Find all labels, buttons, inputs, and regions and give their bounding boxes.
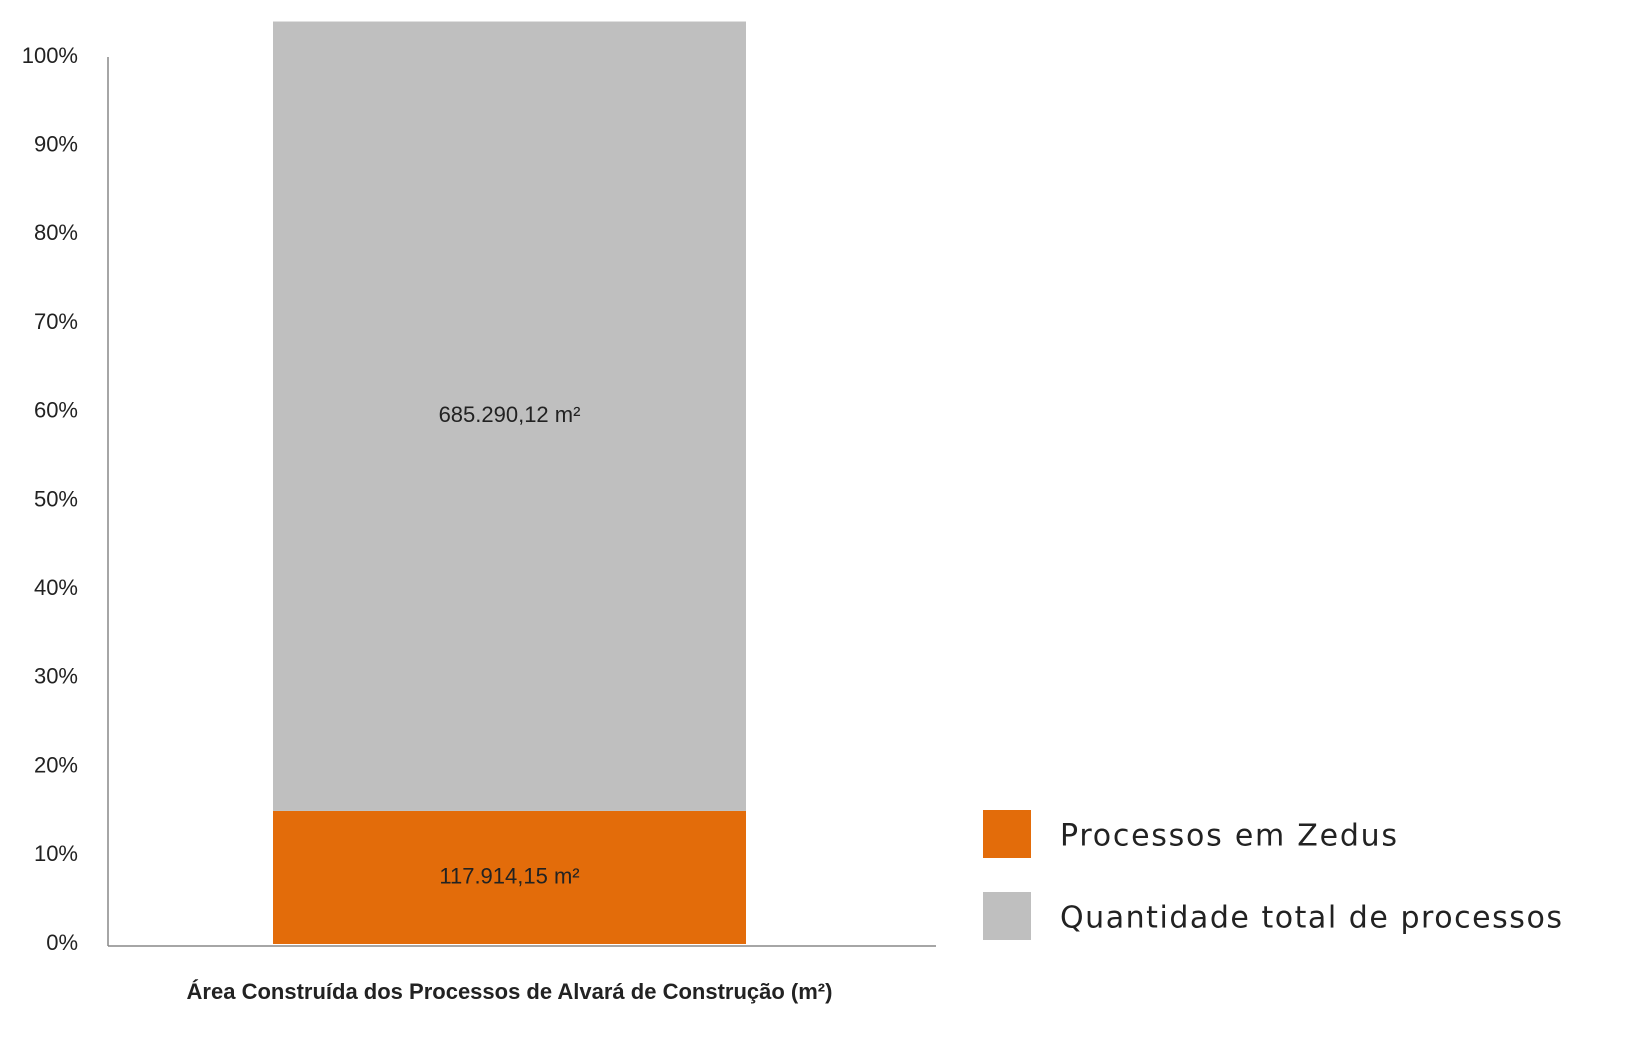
y-tick-label: 50%	[34, 486, 78, 511]
segment-label: 117.914,15 m²	[439, 863, 579, 888]
y-tick-label: 30%	[34, 664, 78, 689]
bar-segment	[273, 810, 746, 944]
y-tick-label: 80%	[34, 220, 78, 245]
bar-segment	[273, 21, 746, 811]
y-tick-label: 70%	[34, 309, 78, 334]
y-tick-label: 100%	[22, 43, 78, 68]
legend-label: Processos em Zedus	[1060, 819, 1397, 854]
x-tick-label: Área Construída dos Processos de Alvará …	[187, 979, 833, 1004]
y-tick-label: 90%	[34, 132, 78, 157]
y-tick-label: 20%	[34, 752, 78, 777]
legend-label: Quantidade total de processos	[1060, 901, 1562, 936]
y-tick-label: 0%	[46, 930, 78, 955]
legend-swatch	[983, 892, 1031, 940]
y-tick-label: 60%	[34, 398, 78, 423]
y-tick-label: 40%	[34, 575, 78, 600]
legend-swatch	[983, 810, 1031, 858]
segment-label: 685.290,12 m²	[439, 402, 581, 427]
y-tick-label: 10%	[34, 841, 78, 866]
